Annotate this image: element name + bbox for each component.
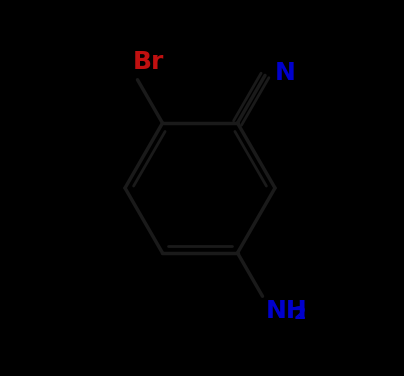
Text: N: N bbox=[275, 61, 296, 85]
Text: 2: 2 bbox=[293, 305, 306, 323]
Text: NH: NH bbox=[265, 299, 307, 323]
Text: Br: Br bbox=[133, 50, 164, 74]
